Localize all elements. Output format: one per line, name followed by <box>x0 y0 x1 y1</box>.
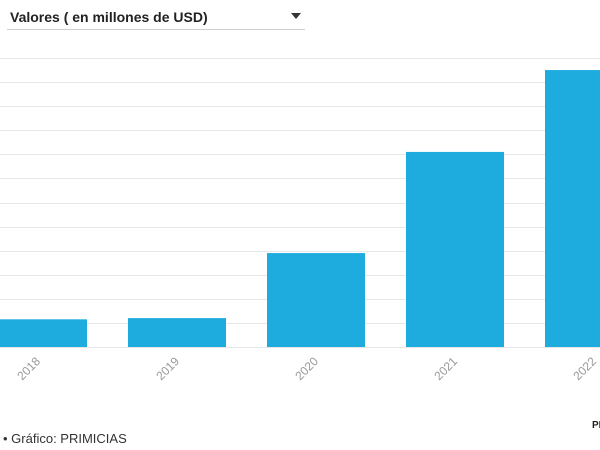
x-tick-label-2021: 2021 <box>431 354 460 383</box>
metric-dropdown[interactable]: Valores ( en millones de USD) <box>7 4 305 30</box>
bar-2021[interactable] <box>406 151 504 347</box>
source-credit: • Gráfico: PRIMICIAS <box>3 431 127 446</box>
metric-dropdown-label: Valores ( en millones de USD) <box>10 9 208 25</box>
caret-down-icon[interactable] <box>291 13 301 19</box>
publisher-logo: PR <box>592 420 600 431</box>
x-tick-label-2020: 2020 <box>292 354 321 383</box>
bars <box>0 70 600 348</box>
x-tick-label-2022: 2022 <box>570 354 599 383</box>
x-tick-labels: 2018 2019 2020 2021 2022 <box>14 354 599 383</box>
x-tick-label-2018: 2018 <box>14 354 43 383</box>
bar-2018[interactable] <box>0 319 87 347</box>
bar-2022[interactable] <box>545 70 600 348</box>
bar-2019[interactable] <box>128 318 226 347</box>
bar-2020[interactable] <box>267 253 365 347</box>
x-tick-label-2019: 2019 <box>153 354 182 383</box>
bar-chart: 2018 2019 2020 2021 2022 <box>0 58 600 383</box>
